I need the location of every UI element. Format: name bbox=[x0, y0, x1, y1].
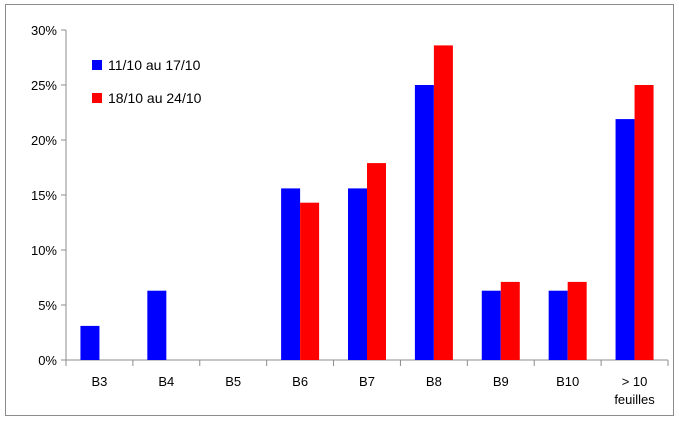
x-tick-label: B5 bbox=[225, 374, 241, 389]
x-tick-label: B3 bbox=[91, 374, 107, 389]
x-tick-label: B8 bbox=[426, 374, 442, 389]
bar-series-1 bbox=[281, 188, 301, 360]
legend-label: 11/10 au 17/10 bbox=[108, 57, 201, 73]
y-tick-label: 10% bbox=[31, 243, 57, 258]
x-tick-label: B6 bbox=[292, 374, 308, 389]
x-tick-label: B10 bbox=[556, 374, 579, 389]
bar-series-1 bbox=[147, 290, 167, 360]
y-tick-label: 0% bbox=[38, 353, 57, 368]
bar-series-1 bbox=[548, 290, 568, 360]
y-tick-label: 15% bbox=[31, 188, 57, 203]
bar-series-1 bbox=[348, 188, 367, 360]
bar-series-2 bbox=[433, 45, 453, 361]
y-tick-label: 5% bbox=[38, 298, 57, 313]
bar-series-2 bbox=[500, 281, 520, 360]
bars bbox=[80, 45, 654, 361]
x-tick-label: B7 bbox=[359, 374, 375, 389]
legend: 11/10 au 17/10 18/10 au 24/10 bbox=[92, 57, 202, 106]
x-axis: B3 B4 B5 B6 B7 B8 B9 B10 > 10 feuilles bbox=[65, 359, 669, 407]
x-tick-label: > 10 bbox=[622, 374, 648, 389]
y-tick-label: 30% bbox=[31, 23, 57, 38]
bar-series-1 bbox=[481, 290, 501, 360]
x-tick-label: B9 bbox=[493, 374, 509, 389]
legend-label: 18/10 au 24/10 bbox=[108, 90, 202, 106]
bar-series-1 bbox=[615, 119, 635, 360]
bar-series-1 bbox=[414, 85, 434, 360]
y-axis: 0% 5% 10% 15% 20% 25% 30% bbox=[31, 23, 67, 368]
legend-swatch bbox=[92, 93, 102, 103]
bar-series-2 bbox=[367, 163, 386, 360]
x-tick-label: B4 bbox=[158, 374, 174, 389]
bar-series-2 bbox=[300, 202, 320, 360]
y-tick-label: 20% bbox=[31, 133, 57, 148]
bar-series-2 bbox=[567, 281, 587, 360]
y-tick-label: 25% bbox=[31, 78, 57, 93]
bar-series-1 bbox=[80, 325, 100, 360]
bar-series-2 bbox=[634, 85, 654, 360]
legend-swatch bbox=[92, 60, 102, 70]
x-tick-label: feuilles bbox=[614, 392, 655, 407]
